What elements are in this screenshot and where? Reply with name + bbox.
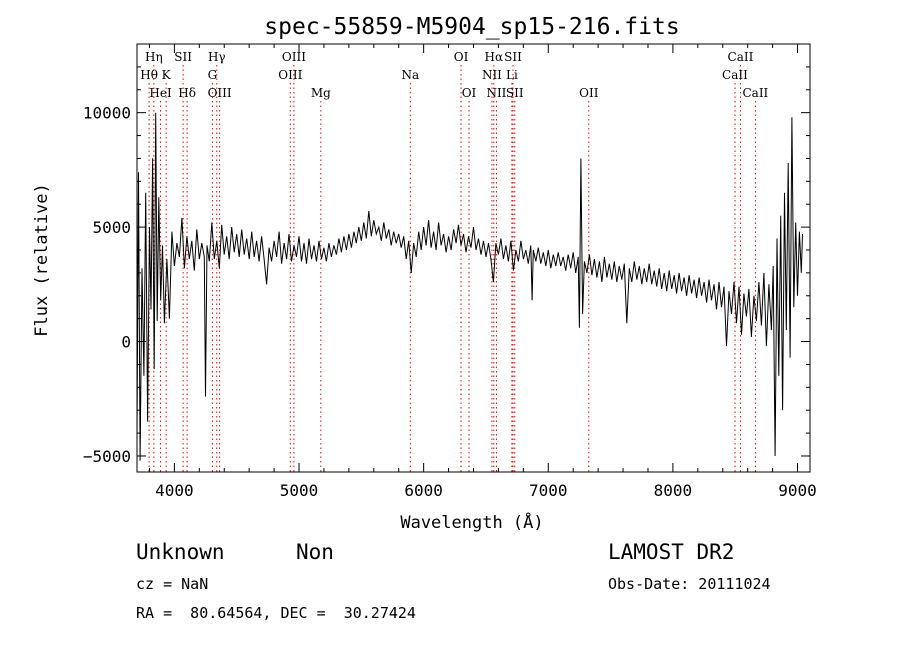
cz-value: cz = NaN bbox=[136, 575, 209, 593]
line-label-oi: OI bbox=[454, 50, 469, 64]
line-label-k: K bbox=[162, 68, 172, 82]
x-tick-label: 7000 bbox=[529, 481, 568, 500]
line-label-oiii: OIII bbox=[208, 86, 232, 100]
line-label-hγ: Hγ bbox=[208, 50, 226, 64]
y-tick-label: 0 bbox=[121, 333, 131, 352]
chart-title: spec-55859-M5904_sp15-216.fits bbox=[264, 14, 679, 40]
y-tick-label: −5000 bbox=[83, 447, 131, 466]
line-label-sii: SII bbox=[506, 86, 524, 100]
ra-dec: RA = 80.64564, DEC = 30.27424 bbox=[136, 604, 416, 622]
line-label-hei: HeI bbox=[149, 86, 172, 100]
line-label-sii: SII bbox=[504, 50, 522, 64]
x-tick-label: 9000 bbox=[778, 481, 817, 500]
y-tick-label: 5000 bbox=[92, 218, 131, 237]
line-label-oii: OII bbox=[579, 86, 599, 100]
line-label-hη: Hη bbox=[145, 50, 163, 64]
y-tick-label: 10000 bbox=[83, 104, 131, 123]
subclass-label: Non bbox=[296, 540, 334, 564]
line-label-caii: CaII bbox=[742, 86, 768, 100]
plot-frame bbox=[136, 43, 811, 473]
line-label-oiii: OIII bbox=[282, 50, 306, 64]
line-label-na: Na bbox=[401, 68, 419, 82]
line-label-caii: CaII bbox=[722, 68, 748, 82]
y-axis: −5000 0 5000 10000 bbox=[83, 66, 810, 466]
line-label-sii: SII bbox=[174, 50, 192, 64]
line-label-li: Li bbox=[506, 68, 518, 82]
line-label-oiii: OIII bbox=[278, 68, 302, 82]
line-label-nii: NII bbox=[482, 68, 502, 82]
line-label-g: G bbox=[208, 68, 218, 82]
line-label-mg: Mg bbox=[311, 86, 331, 100]
line-label-nii: NII bbox=[486, 86, 506, 100]
line-label-hθ: Hθ bbox=[140, 68, 158, 82]
obs-date: Obs-Date: 20111024 bbox=[608, 575, 771, 593]
line-label-caii: CaII bbox=[728, 50, 754, 64]
survey-label: LAMOST DR2 bbox=[608, 540, 735, 564]
line-label-oi: OI bbox=[462, 86, 477, 100]
x-tick-label: 8000 bbox=[654, 481, 693, 500]
line-label-hα: Hα bbox=[485, 50, 504, 64]
x-tick-label: 5000 bbox=[280, 481, 319, 500]
x-tick-label: 4000 bbox=[155, 481, 194, 500]
spectrum-series-line bbox=[136, 112, 803, 461]
class-label: Unknown bbox=[136, 540, 225, 564]
line-label-hδ: Hδ bbox=[178, 86, 196, 100]
x-axis-label: Wavelength (Å) bbox=[400, 511, 543, 533]
y-axis-label: Flux (relative) bbox=[32, 183, 52, 337]
x-tick-label: 6000 bbox=[404, 481, 443, 500]
x-axis: 4000 5000 6000 7000 8000 9000 bbox=[148, 44, 817, 500]
